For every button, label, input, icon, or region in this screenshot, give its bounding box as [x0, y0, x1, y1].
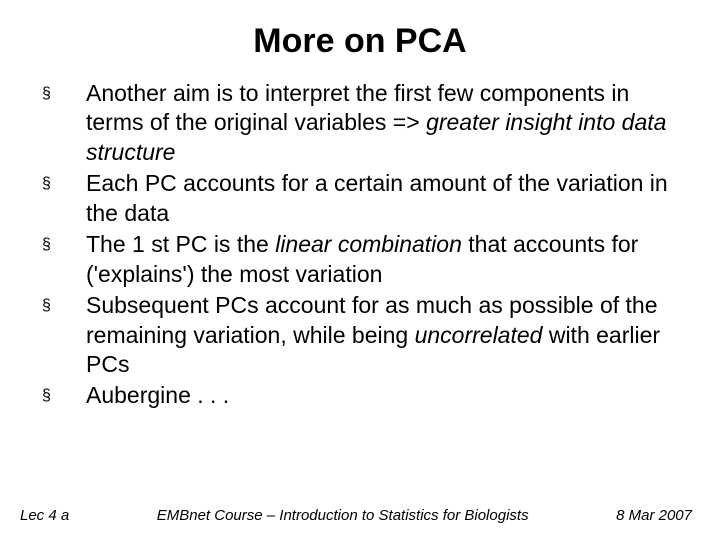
bullet-text: Each PC accounts for a certain amount of… — [86, 169, 686, 228]
list-item: § Subsequent PCs account for as much as … — [42, 291, 686, 379]
footer-right: 8 Mar 2007 — [616, 507, 692, 524]
list-item: § Another aim is to interpret the first … — [42, 79, 686, 167]
bullet-text: Aubergine . . . — [86, 381, 686, 410]
bullet-marker: § — [42, 169, 86, 199]
footer-left: Lec 4 a — [20, 507, 69, 524]
bullet-text: Another aim is to interpret the first fe… — [86, 79, 686, 167]
bullet-text: Subsequent PCs account for as much as po… — [86, 291, 686, 379]
bullet-marker: § — [42, 79, 86, 109]
footer-center: EMBnet Course – Introduction to Statisti… — [69, 507, 616, 524]
bullet-list: § Another aim is to interpret the first … — [42, 79, 686, 412]
slide: More on PCA § Another aim is to interpre… — [0, 0, 720, 540]
bullet-marker: § — [42, 381, 86, 411]
bullet-marker: § — [42, 291, 86, 321]
bullet-text: The 1 st PC is the linear combination th… — [86, 230, 686, 289]
list-item: § Aubergine . . . — [42, 381, 686, 411]
slide-footer: Lec 4 a EMBnet Course – Introduction to … — [0, 507, 720, 524]
list-item: § The 1 st PC is the linear combination … — [42, 230, 686, 289]
list-item: § Each PC accounts for a certain amount … — [42, 169, 686, 228]
slide-title: More on PCA — [30, 22, 690, 61]
bullet-marker: § — [42, 230, 86, 260]
